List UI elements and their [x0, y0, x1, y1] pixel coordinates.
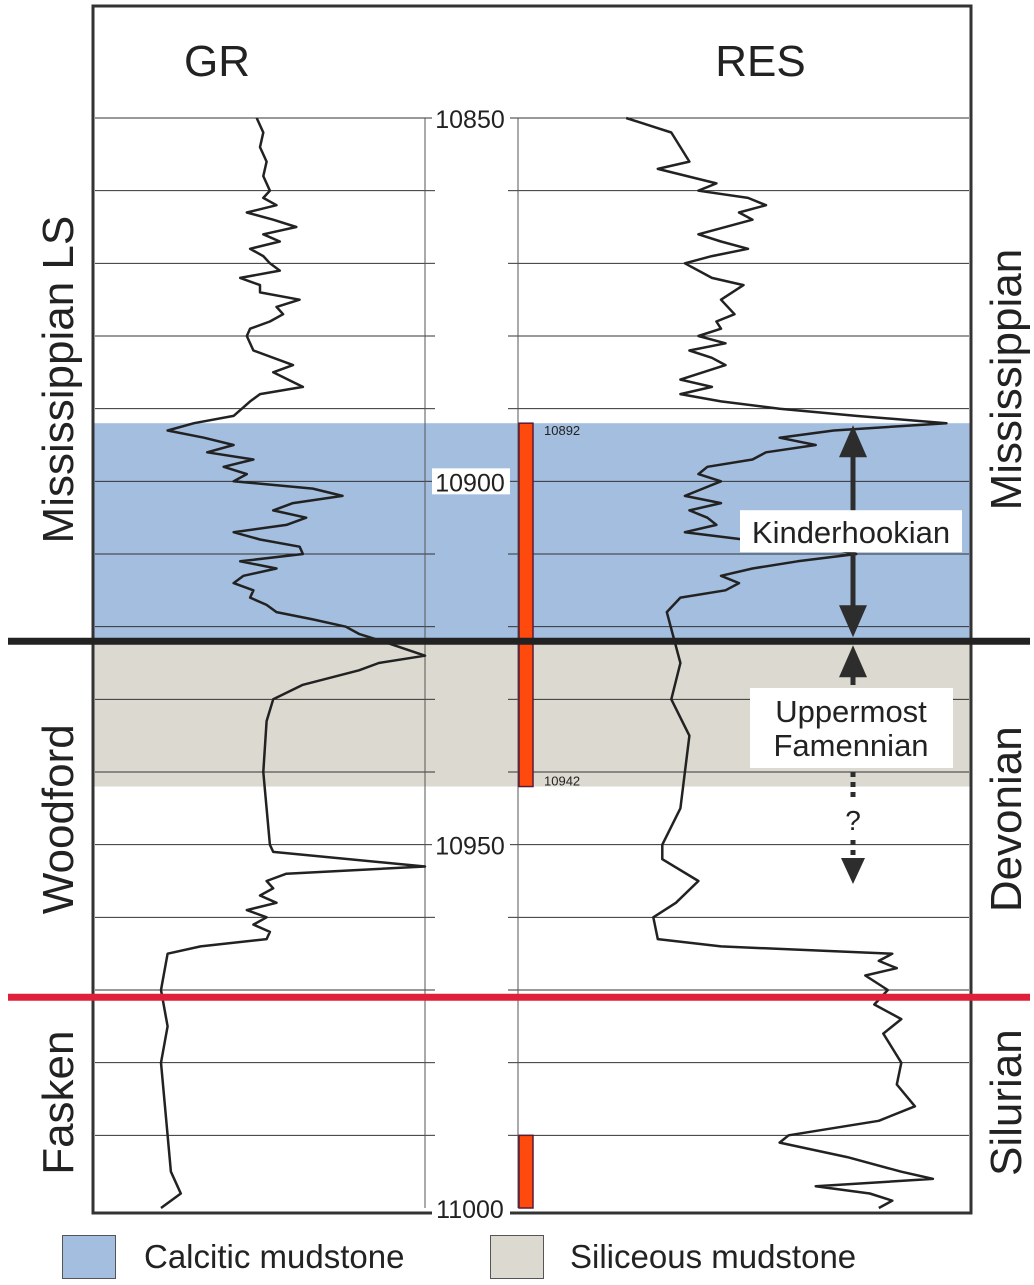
core-interval-1 — [518, 422, 534, 788]
formation-label: Woodford — [34, 724, 83, 914]
system-label: Mississippian — [982, 249, 1031, 511]
kinderhookian-label: Kinderhookian — [752, 515, 950, 550]
outer-frame — [91, 4, 973, 1215]
legend-label-calcitic: Calcitic mudstone — [144, 1238, 405, 1275]
formation-label: Mississippian LS — [34, 216, 83, 544]
log-frame — [91, 4, 973, 1215]
well-log-chart: 10892 10942 GR RES 10850 10900 10950 11000 Miss… — [8, 4, 1031, 1224]
legend: Calcitic mudstone Siliceous mudstone — [0, 1230, 1034, 1285]
depth-label: 10900 — [435, 469, 505, 497]
log-curves — [159, 116, 948, 1210]
depth-label: 10850 — [435, 106, 505, 134]
core-base-label: 10942 — [544, 774, 580, 789]
formation-label: Fasken — [34, 1030, 83, 1174]
system-label: Silurian — [982, 1029, 1031, 1176]
legend-label-siliceous: Siliceous mudstone — [570, 1238, 857, 1275]
res-curve — [625, 116, 948, 1210]
core-top-label: 10892 — [544, 423, 580, 438]
core-intervals: 10892 10942 — [518, 422, 580, 1209]
gr-track-title: GR — [184, 37, 250, 86]
depth-gridlines — [95, 117, 969, 1208]
kinderhookian-label-bg — [740, 510, 962, 553]
famennian-arrow-head-up — [839, 645, 867, 678]
famennian-label-line-1: Uppermost — [775, 694, 927, 729]
chart-labels: GR RES 10850 10900 10950 11000 Mississippian L… — [34, 37, 1031, 1224]
depth-label-bg — [432, 105, 510, 131]
depth-label-bg — [432, 831, 510, 858]
kinderhookian-arrow-head-up — [839, 425, 867, 458]
depth-label-bg — [432, 468, 510, 495]
system-label: Devonian — [982, 726, 1031, 912]
boundary-lines — [8, 637, 1030, 1001]
legend-swatch-siliceous — [490, 1235, 544, 1279]
core-interval-2 — [518, 1134, 534, 1209]
famennian-query: ? — [845, 805, 861, 836]
res-track-title: RES — [715, 37, 805, 86]
kinderhookian-arrow-head-down — [839, 605, 867, 638]
famennian-label-bg — [750, 688, 953, 768]
depth-label-bg — [432, 1195, 510, 1221]
gr-curve — [159, 117, 427, 1210]
depth-label: 11000 — [436, 1196, 504, 1224]
famennian-arrow-head-down — [841, 858, 865, 884]
depth-label: 10950 — [435, 833, 505, 861]
famennian-label-line-2: Famennian — [773, 728, 928, 763]
legend-swatch-calcitic — [62, 1235, 116, 1279]
